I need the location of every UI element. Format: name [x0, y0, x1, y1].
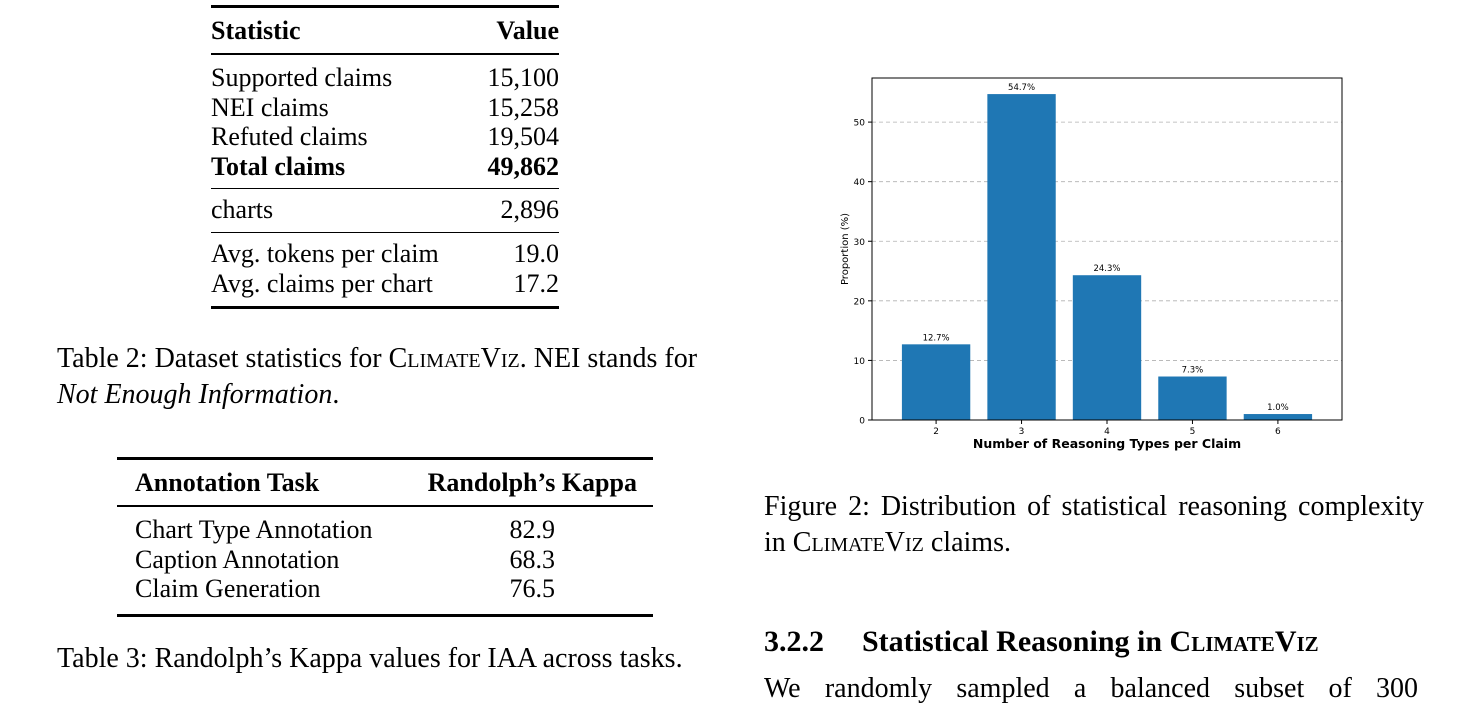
- y-tick-label: 40: [854, 178, 866, 188]
- table-row: NEI claims 15,258: [211, 93, 559, 123]
- dataset-statistics-table: Statistic Value Supported claims 15,100 …: [211, 5, 559, 310]
- x-tick-label: 3: [1019, 427, 1025, 437]
- y-tick-label: 10: [854, 357, 866, 367]
- data-labels: 12.7% 54.7% 24.3% 7.3% 1.0%: [923, 83, 1289, 413]
- bar-data-label: 24.3%: [1093, 264, 1120, 274]
- kappa-value: 82.9: [509, 515, 556, 544]
- x-tick-label: 5: [1190, 427, 1196, 437]
- y-axis-label: Proportion (%): [840, 213, 851, 285]
- row-value: 15,100: [487, 63, 560, 92]
- table-row: Avg. tokens per claim 19.0: [211, 232, 559, 268]
- table-row: Chart Type Annotation 82.9: [117, 506, 653, 545]
- bar-data-label: 1.0%: [1267, 403, 1289, 413]
- row-value: 2,896: [475, 188, 559, 233]
- section-title: Statistical Reasoning in: [862, 625, 1170, 658]
- bar: [1158, 376, 1227, 420]
- task-name: Chart Type Annotation: [135, 515, 373, 544]
- table-row: Supported claims 15,100: [211, 54, 559, 93]
- row-label: Refuted claims: [211, 122, 368, 152]
- table-3-caption: Table 3: Randolph’s Kappa values for IAA…: [57, 643, 683, 674]
- row-label: Total claims: [211, 151, 476, 190]
- kappa-value: 76.5: [411, 574, 653, 617]
- bar-data-label: 7.3%: [1182, 366, 1204, 376]
- row-value: 15,258: [487, 92, 560, 122]
- y-tick-label: 50: [854, 119, 866, 129]
- bar-data-label: 12.7%: [923, 333, 950, 343]
- dataset-name: ClimateViz: [1169, 625, 1319, 658]
- column-header-statistic: Statistic: [211, 5, 476, 55]
- column-header-kappa: Randolph’s Kappa: [411, 457, 653, 507]
- y-tick-label: 30: [854, 238, 866, 248]
- body-paragraph: We randomly sampled a balanced subset of…: [764, 673, 1418, 704]
- table-row: Avg. claims per chart 17.2: [211, 268, 559, 310]
- section-heading: 3.2.2 Statistical Reasoning in ClimateViz: [764, 622, 1444, 662]
- y-axis-ticks: 0 10 20 30 40 50: [854, 119, 872, 427]
- y-tick-label: 0: [859, 417, 865, 427]
- table-2-caption: Table 2: Dataset statistics for ClimateV…: [57, 341, 717, 413]
- table-row: Claim Generation 76.5: [117, 574, 653, 617]
- caption-emphasis: Not Enough Information: [57, 379, 333, 410]
- row-label: Avg. tokens per claim: [211, 238, 439, 268]
- x-axis-label: Number of Reasoning Types per Claim: [973, 436, 1241, 451]
- reasoning-types-bar-chart: 0 10 20 30 40 50 2 3 4 5 6 12.7% 54.7% 24.3% 7.3% 1.0…: [840, 77, 1343, 451]
- row-label: Avg. claims per chart: [211, 268, 476, 310]
- bar-data-label: 54.7%: [1008, 83, 1035, 93]
- table-row: Refuted claims 19,504: [211, 122, 559, 152]
- table-header-row: Statistic Value: [211, 5, 559, 55]
- bar: [1072, 275, 1142, 420]
- bar: [1243, 414, 1313, 420]
- row-value: 19.0: [513, 238, 560, 268]
- table-row: charts 2,896: [211, 188, 559, 233]
- caption-middle: . NEI stands for: [519, 343, 698, 374]
- bars: [901, 94, 1313, 421]
- bar: [987, 94, 1056, 421]
- section-number: 3.2.2: [764, 625, 824, 658]
- x-tick-label: 6: [1275, 427, 1281, 437]
- dataset-name: ClimateViz: [792, 527, 924, 558]
- task-name: Caption Annotation: [135, 544, 340, 574]
- figure-2-caption: Figure 2: Distribution of statistical re…: [764, 489, 1424, 561]
- row-value: 19,504: [487, 122, 560, 152]
- table-header-row: Annotation Task Randolph’s Kappa: [117, 457, 653, 507]
- dataset-name: ClimateViz: [388, 343, 520, 374]
- caption-suffix: .: [332, 379, 340, 410]
- column-header-task: Annotation Task: [117, 457, 412, 507]
- x-axis-ticks: 2 3 4 5 6: [933, 420, 1281, 437]
- row-label: NEI claims: [211, 92, 329, 122]
- x-tick-label: 4: [1104, 427, 1110, 437]
- y-tick-label: 20: [854, 297, 866, 307]
- column-header-value: Value: [475, 5, 559, 55]
- bar: [901, 344, 971, 420]
- row-value: 49,862: [475, 151, 559, 190]
- kappa-value: 68.3: [509, 544, 556, 574]
- table-row-total: Total claims 49,862: [211, 151, 559, 190]
- caption-prefix: Figure 2: Distribution of statistical re…: [764, 491, 1424, 558]
- caption-prefix: Table 2: Dataset statistics for: [57, 343, 389, 374]
- caption-suffix: claims.: [923, 527, 1011, 558]
- x-tick-label: 2: [933, 427, 939, 437]
- kappa-table: Annotation Task Randolph’s Kappa Chart T…: [117, 457, 653, 617]
- row-label: Supported claims: [211, 63, 393, 92]
- row-label: charts: [211, 188, 476, 233]
- table-row: Caption Annotation 68.3: [117, 545, 653, 575]
- task-name: Claim Generation: [117, 574, 412, 617]
- row-value: 17.2: [475, 268, 559, 310]
